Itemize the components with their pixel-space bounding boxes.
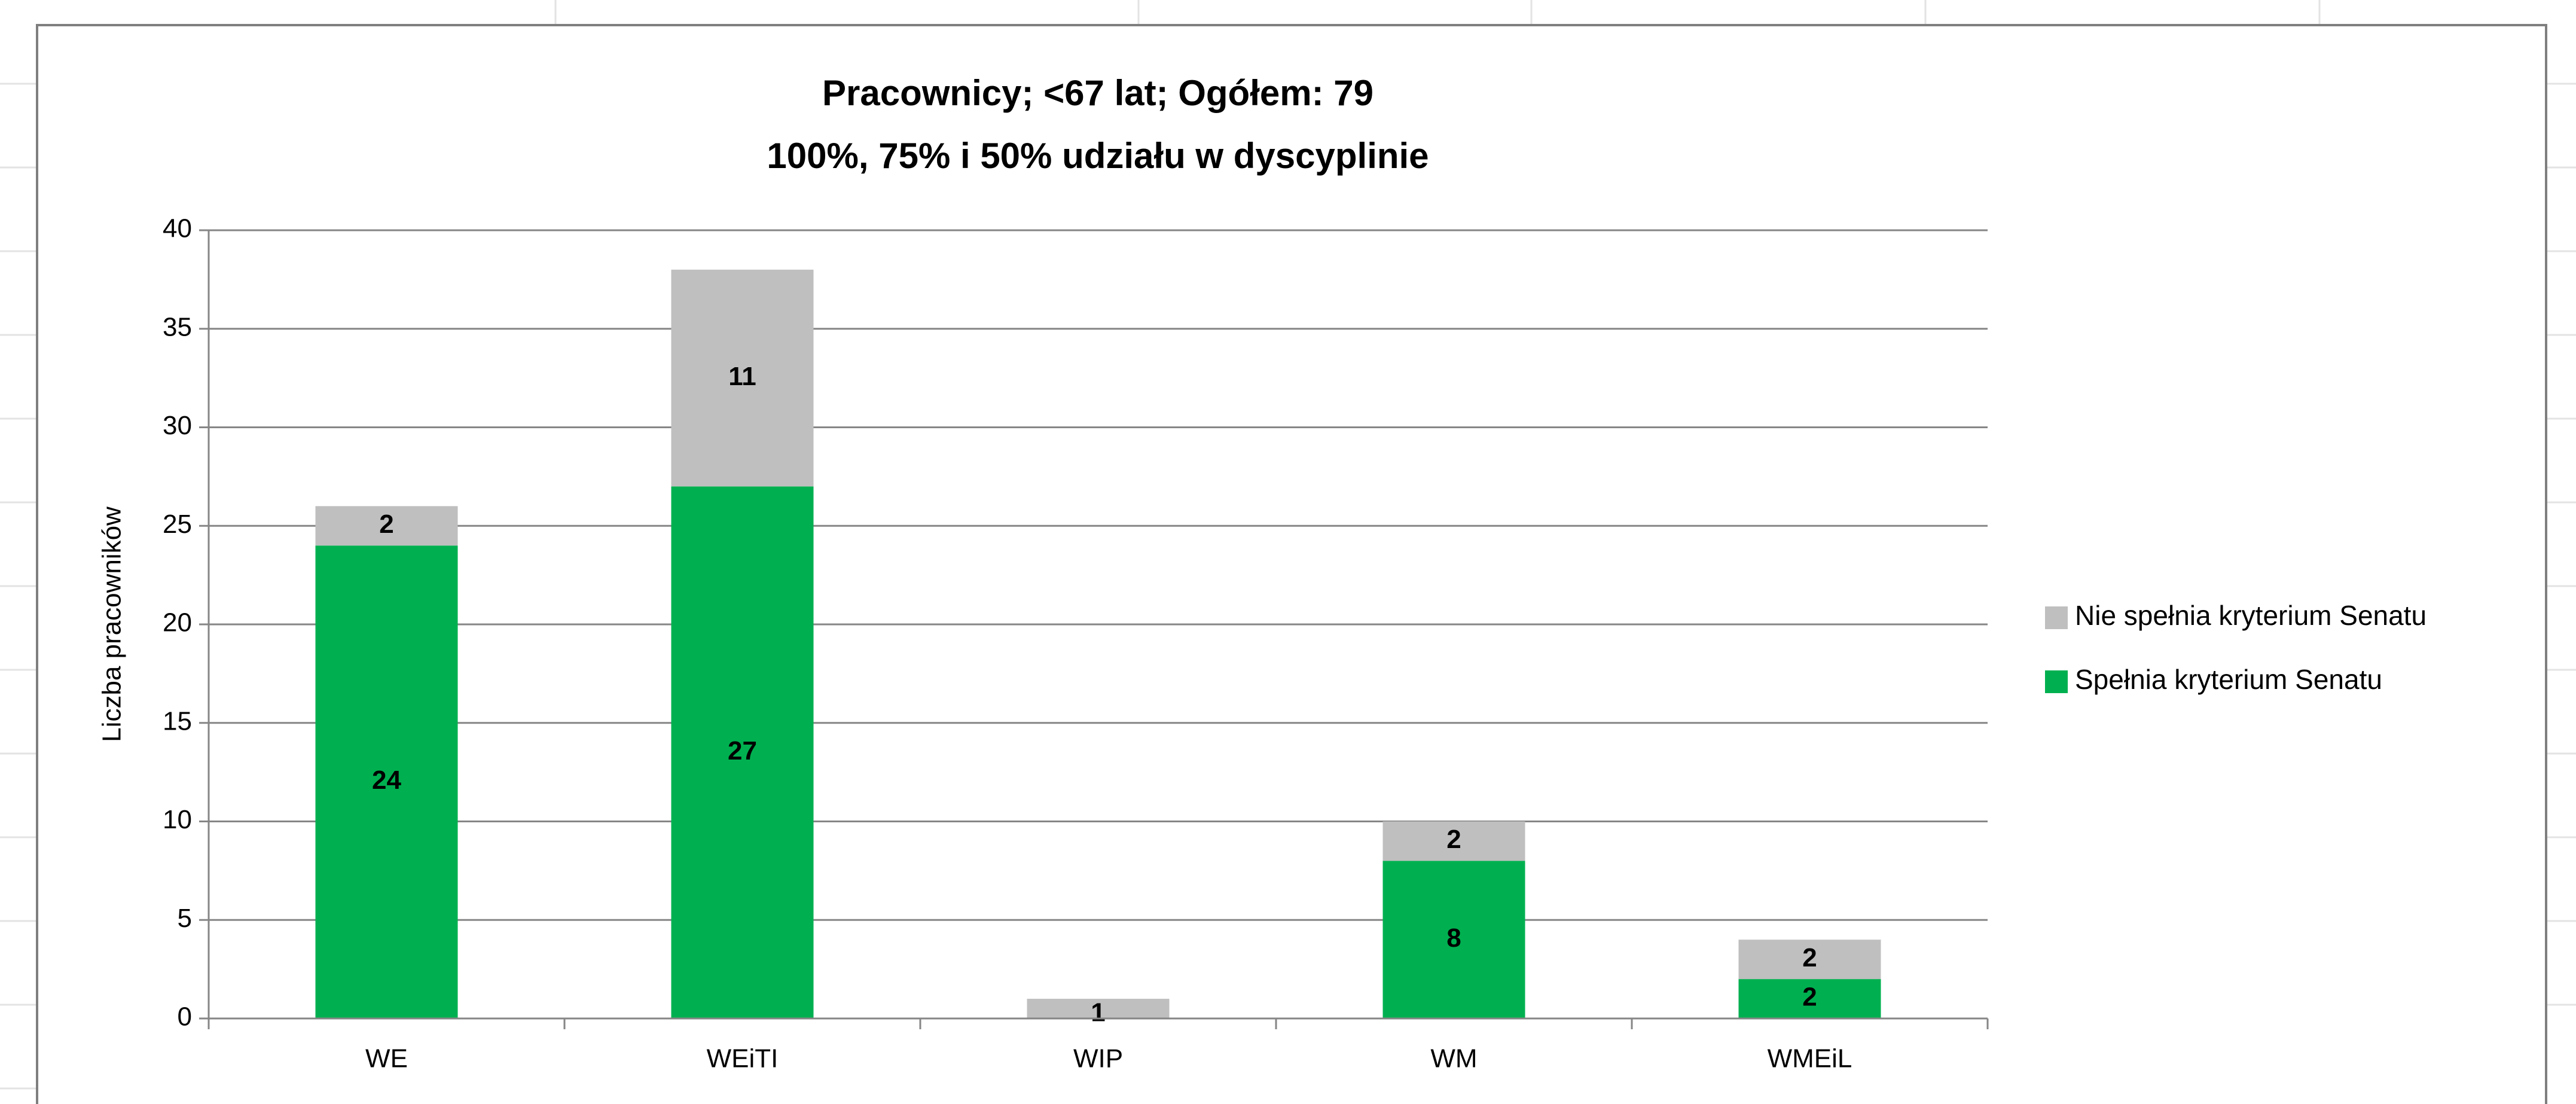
y-tick-label: 30	[163, 411, 192, 440]
x-tick-label: WM	[1430, 1044, 1477, 1073]
data-label: 1	[1091, 998, 1105, 1027]
y-tick-label: 0	[178, 1002, 192, 1032]
bar-segment	[671, 486, 814, 1018]
data-label: 24	[372, 766, 401, 795]
bar-segment	[1738, 940, 1881, 980]
legend-label: Nie spełnia kryterium Senatu	[2075, 600, 2427, 631]
y-tick-label: 25	[163, 510, 192, 539]
data-label: 11	[728, 362, 756, 391]
legend-swatch	[2045, 606, 2068, 629]
chart-subtitle: 100%, 75% i 50% udziału w dyscyplinie	[767, 136, 1429, 176]
data-label: 2	[1802, 943, 1817, 972]
bar-segment	[315, 545, 458, 1018]
legend-label: Spełnia kryterium Senatu	[2075, 664, 2382, 695]
legend-swatch	[2045, 670, 2068, 693]
x-tick-label: WEiTI	[707, 1044, 779, 1073]
data-label: 2	[1446, 825, 1461, 854]
x-tick-label: WE	[365, 1044, 408, 1073]
data-label: 27	[728, 736, 757, 766]
bar-segment	[1382, 821, 1525, 861]
y-axis-label: Liczba pracowników	[97, 507, 127, 742]
y-tick-label: 20	[163, 608, 192, 638]
y-tick-label: 5	[178, 904, 192, 933]
chart-title: Pracownicy; <67 lat; Ogółem: 79	[822, 73, 1374, 113]
data-label: 2	[1802, 983, 1817, 1012]
bar-segment	[1382, 861, 1525, 1018]
y-tick-label: 15	[163, 706, 192, 736]
data-label: 2	[379, 510, 393, 539]
bar-segment	[671, 269, 814, 487]
y-tick-label: 35	[163, 312, 192, 341]
x-tick-label: WMEiL	[1768, 1044, 1852, 1073]
data-label: 8	[1446, 923, 1461, 953]
y-tick-label: 40	[163, 214, 192, 243]
y-tick-label: 10	[163, 805, 192, 834]
x-tick-label: WIP	[1073, 1044, 1123, 1073]
bar-segment	[315, 506, 458, 546]
bar-segment	[1027, 999, 1170, 1018]
bar-segment	[1738, 979, 1881, 1018]
